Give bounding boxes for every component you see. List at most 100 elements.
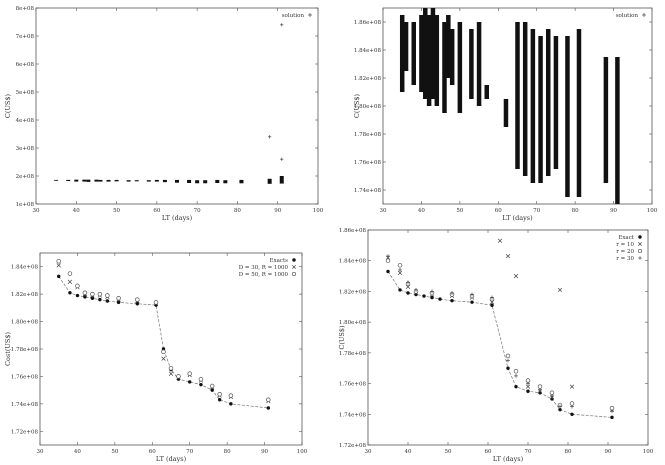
data-point xyxy=(198,376,204,382)
data-point xyxy=(558,404,562,409)
data-point xyxy=(490,303,494,307)
x-tick-label: 40 xyxy=(418,208,425,214)
y-tick-label: 1.74e+08 xyxy=(354,188,382,194)
data-point xyxy=(450,291,454,295)
x-tick-label: 90 xyxy=(605,449,612,455)
legend-marker xyxy=(291,271,297,277)
data-point xyxy=(538,387,542,392)
x-axis-label: LT (days) xyxy=(493,455,524,463)
legend-label: r = 10 xyxy=(616,242,634,248)
y-tick-label: 1.76e+08 xyxy=(11,374,39,380)
x-tick-label: 50 xyxy=(445,449,452,455)
x-tick-label: 70 xyxy=(525,449,532,455)
data-point xyxy=(450,298,454,303)
data-point xyxy=(75,293,80,298)
legend-label: Exacts xyxy=(269,258,288,264)
x-tick-label: 30 xyxy=(380,208,387,214)
data-point xyxy=(470,300,474,304)
data-point xyxy=(430,289,434,294)
legend-marker xyxy=(638,256,642,260)
data-point xyxy=(97,291,103,297)
x-tick-label: 90 xyxy=(610,208,617,214)
x-tick-label: 40 xyxy=(405,449,412,455)
y-tick-label: 1.84e+08 xyxy=(11,265,39,271)
data-point xyxy=(209,383,215,389)
data-point xyxy=(514,373,518,378)
data-point xyxy=(385,258,391,263)
solution-point xyxy=(268,135,272,139)
legend-marker xyxy=(308,13,312,17)
x-tick-label: 40 xyxy=(73,208,80,214)
x-tick-label: 100 xyxy=(313,208,324,214)
y-tick-label: 1.76e+08 xyxy=(339,382,367,388)
x-tick-label: 90 xyxy=(274,208,281,214)
data-point xyxy=(397,263,403,268)
legend: solution xyxy=(282,13,312,19)
data-point xyxy=(67,279,73,284)
data-point xyxy=(414,287,418,292)
y-axis-label: C(US$) xyxy=(4,93,12,118)
data-point xyxy=(98,297,102,302)
y-tick-label: 3e+08 xyxy=(16,146,35,152)
data-point xyxy=(217,398,222,402)
data-point xyxy=(513,273,519,279)
legend-marker xyxy=(292,265,296,269)
y-tick-label: 1.84e+08 xyxy=(354,48,382,54)
data-point xyxy=(266,397,271,402)
data-point xyxy=(550,393,554,398)
data-point xyxy=(161,356,166,361)
exact-line xyxy=(387,271,613,418)
data-point xyxy=(406,291,410,295)
data-point xyxy=(116,300,121,305)
data-point xyxy=(217,392,222,397)
data-point xyxy=(398,288,402,292)
y-tick-label: 1.78e+08 xyxy=(354,132,382,138)
x-tick-label: 80 xyxy=(565,449,572,455)
x-tick-label: 40 xyxy=(74,449,81,455)
x-tick-label: 70 xyxy=(533,208,540,214)
x-tick-label: 50 xyxy=(456,208,463,214)
data-point xyxy=(506,358,510,363)
y-axis-label: C(US$) xyxy=(338,325,346,350)
y-tick-label: 1.76e+08 xyxy=(354,160,382,166)
y-tick-label: 1.74e+08 xyxy=(339,412,367,418)
data-point xyxy=(90,291,95,297)
data-point xyxy=(176,374,181,379)
data-point xyxy=(168,371,174,376)
x-tick-label: 60 xyxy=(149,449,156,455)
data-point xyxy=(490,295,494,300)
legend-marker xyxy=(638,235,642,239)
data-point xyxy=(513,369,519,374)
plot-frame xyxy=(39,252,303,446)
y-tick-label: 1.80e+08 xyxy=(11,320,39,326)
data-point xyxy=(525,384,531,389)
data-point xyxy=(398,268,402,272)
data-point xyxy=(570,412,574,416)
legend-entry: Exacts xyxy=(269,258,296,264)
data-point xyxy=(135,302,140,306)
data-point xyxy=(397,270,403,276)
solution-point xyxy=(280,157,284,161)
y-tick-label: 1.80e+08 xyxy=(354,104,382,110)
legend-label: D = 30, R = 1000 xyxy=(239,265,289,271)
exact-line xyxy=(58,276,269,409)
data-point xyxy=(505,253,511,259)
data-point xyxy=(470,292,474,297)
data-point xyxy=(229,402,233,406)
legend-marker xyxy=(292,258,296,262)
y-tick-label: 1.72e+08 xyxy=(339,443,367,449)
legend-entry: r = 10 xyxy=(616,242,642,248)
data-point xyxy=(430,295,434,300)
data-point xyxy=(422,294,426,298)
data-point xyxy=(135,297,140,302)
y-tick-label: 1.74e+08 xyxy=(11,402,39,408)
data-point xyxy=(610,409,614,414)
legend-marker xyxy=(637,248,643,254)
y-tick-label: 1e+08 xyxy=(16,202,35,208)
chart-4: 30 40 50 60 70 80 90 100 1.72e+08 1.74e+08 1.76e+0… xyxy=(338,228,654,463)
data-point xyxy=(188,380,192,384)
data-point xyxy=(56,258,61,264)
data-point xyxy=(116,296,121,301)
data-point xyxy=(386,269,390,274)
chart-1: 30 40 50 60 70 80 90 100 1e+08 2e+08 3e+08 4e+08 5e+… xyxy=(4,6,324,222)
